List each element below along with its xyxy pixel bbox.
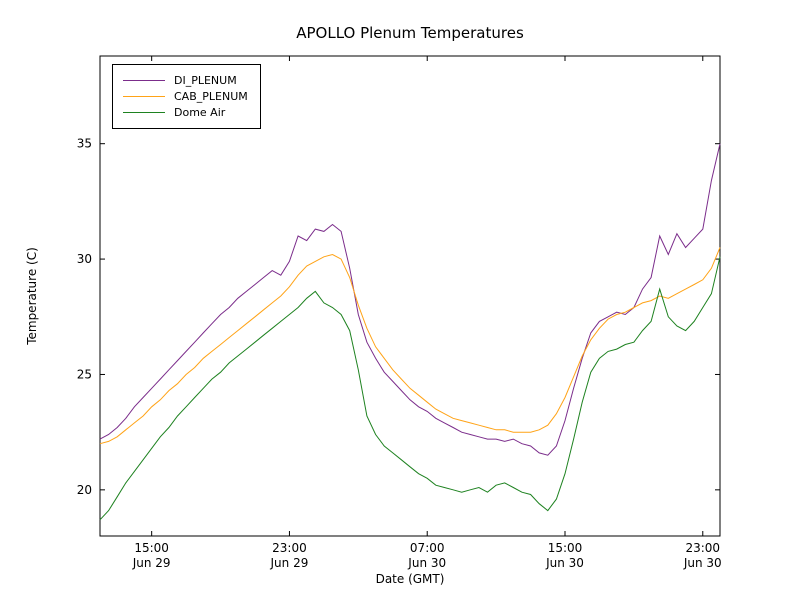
x-tick-label-time: 15:00 bbox=[134, 541, 169, 555]
x-tick-label-time: 07:00 bbox=[410, 541, 445, 555]
legend-label: Dome Air bbox=[174, 106, 226, 119]
x-tick-label-date: Jun 29 bbox=[132, 556, 171, 570]
x-axis-label: Date (GMT) bbox=[375, 572, 445, 586]
legend: DI_PLENUM CAB_PLENUM Dome Air bbox=[112, 64, 261, 129]
legend-line-sample bbox=[123, 96, 165, 97]
x-tick-label-time: 23:00 bbox=[685, 541, 720, 555]
legend-label: DI_PLENUM bbox=[174, 74, 237, 87]
x-tick-label-time: 23:00 bbox=[272, 541, 307, 555]
legend-label: CAB_PLENUM bbox=[174, 90, 248, 103]
series-line-di-plenum bbox=[99, 143, 721, 456]
y-tick-label: 30 bbox=[77, 252, 92, 266]
chart-title: APOLLO Plenum Temperatures bbox=[296, 24, 524, 42]
legend-item: Dome Air bbox=[123, 106, 248, 119]
x-tick-label-date: Jun 30 bbox=[683, 556, 722, 570]
legend-line-sample bbox=[123, 80, 165, 81]
y-tick-label: 35 bbox=[77, 137, 92, 151]
series-line-dome-air bbox=[99, 256, 721, 521]
y-axis-label: Temperature (C) bbox=[25, 247, 39, 345]
x-tick-label-date: Jun 30 bbox=[545, 556, 584, 570]
axes-box bbox=[99, 55, 721, 537]
x-tick-label-date: Jun 30 bbox=[407, 556, 446, 570]
x-tick-label-date: Jun 29 bbox=[270, 556, 309, 570]
legend-item: CAB_PLENUM bbox=[123, 90, 248, 103]
y-tick-label: 25 bbox=[77, 367, 92, 381]
series-line-cab-plenum bbox=[99, 247, 721, 445]
y-tick-label: 20 bbox=[77, 483, 92, 497]
legend-line-sample bbox=[123, 112, 165, 113]
x-tick-label-time: 15:00 bbox=[548, 541, 583, 555]
legend-item: DI_PLENUM bbox=[123, 74, 248, 87]
